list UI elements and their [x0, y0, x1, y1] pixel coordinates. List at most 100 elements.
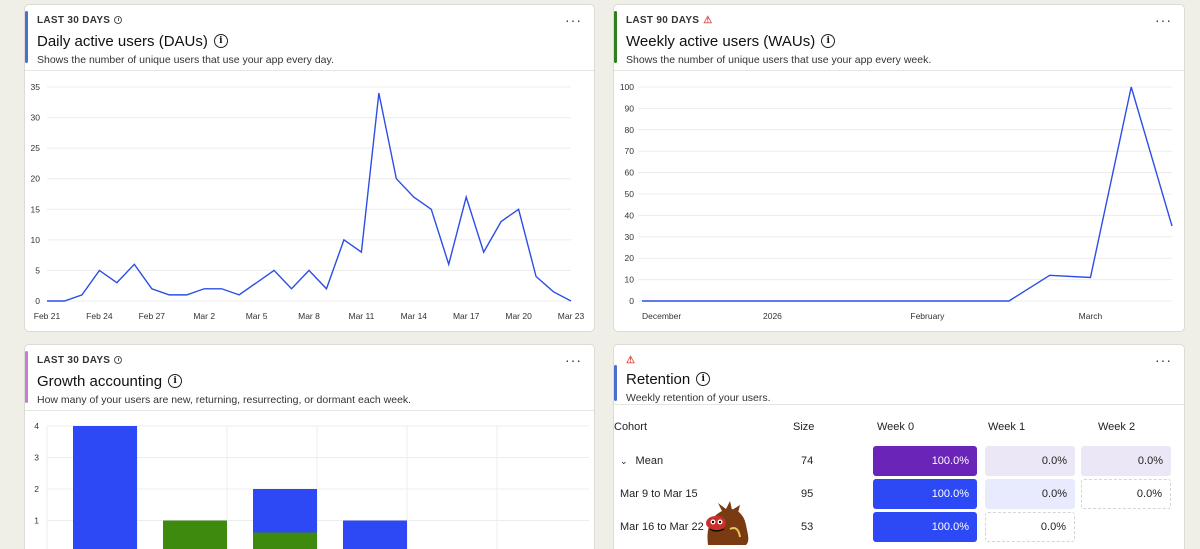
size-cell: 53	[801, 521, 814, 533]
week-1-cell: 0.0%	[985, 512, 1075, 542]
y-tick-label: 0	[629, 296, 634, 306]
y-tick-label: 0	[35, 296, 40, 306]
size-cell: 74	[801, 455, 814, 467]
y-tick-label: 0	[34, 547, 39, 549]
y-tick-label: 50	[625, 189, 635, 199]
wau-series-line	[642, 86, 1173, 302]
dau-card: LAST 30 DAYS Daily active users (DAUs) i …	[24, 4, 595, 332]
dau-title: Daily active users (DAUs) i	[37, 31, 582, 51]
y-tick-label: 20	[625, 253, 635, 263]
table-row[interactable]: Mar 16 to Mar 22 53 100.0% 0.0%	[614, 512, 1184, 542]
wau-description: Shows the number of unique users that us…	[626, 54, 932, 66]
y-tick-label: 80	[625, 125, 635, 135]
x-tick-label: Feb 21	[34, 311, 61, 321]
y-tick-label: 35	[31, 82, 41, 92]
y-tick-label: 1	[34, 516, 39, 526]
week-2-cell: 0.0%	[1081, 446, 1171, 476]
more-options-button[interactable]: ···	[565, 352, 582, 368]
dau-chart: 35 30 25 20 15 10 5 0 Feb 21 Feb 24 Feb 27 Mar 2 Mar…	[31, 82, 585, 321]
week-2-cell: 0.0%	[1081, 479, 1171, 509]
header-week-0: Week 0	[877, 421, 915, 433]
week-0-cell: 100.0%	[873, 446, 977, 476]
warning-icon: ⚠	[626, 354, 636, 366]
bar	[253, 489, 317, 533]
y-tick-label: 90	[625, 103, 635, 113]
y-tick-label: 5	[35, 265, 40, 275]
x-tick-label: Mar 2	[193, 311, 215, 321]
retention-header-row: Cohort Size Week 0 Week 1 Week 2	[614, 421, 1184, 435]
cohort-cell: Mar 16 to Mar 22	[620, 521, 704, 533]
y-tick-label: 100	[620, 82, 634, 92]
bar	[343, 520, 407, 549]
x-tick-label: 2026	[763, 311, 782, 321]
bar	[73, 426, 137, 549]
cohort-cell: Mar 9 to Mar 15	[620, 488, 698, 500]
dau-card-header: LAST 30 DAYS Daily active users (DAUs) i …	[25, 5, 594, 71]
hedgehog-mascot-icon	[706, 501, 749, 545]
x-tick-label: Mar 5	[246, 311, 268, 321]
dau-description: Shows the number of unique users that us…	[37, 54, 334, 66]
wau-card: LAST 90 DAYS ⚠ Weekly active users (WAUs)…	[613, 4, 1185, 332]
y-tick-label: 60	[625, 168, 635, 178]
chevron-down-icon[interactable]: ⌄	[620, 455, 628, 466]
week-0-cell: 100.0%	[873, 512, 977, 542]
growth-description: How many of your users are new, returnin…	[37, 394, 412, 406]
y-tick-label: 10	[625, 275, 635, 285]
retention-description: Weekly retention of your users.	[626, 392, 771, 404]
y-tick-label: 70	[625, 146, 635, 156]
table-row[interactable]: ⌄ Mean 74 100.0% 0.0% 0.0%	[614, 446, 1184, 476]
y-tick-label: 30	[31, 113, 41, 123]
more-options-button[interactable]: ···	[565, 12, 582, 28]
x-tick-label: December	[642, 311, 681, 321]
y-tick-label: 15	[31, 204, 41, 214]
x-tick-label: Feb 24	[86, 311, 113, 321]
y-tick-label: 25	[31, 143, 41, 153]
x-tick-label: Mar 20	[505, 311, 532, 321]
retention-eyebrow: ⚠	[626, 353, 1172, 367]
x-tick-label: February	[910, 311, 945, 321]
header-week-2: Week 2	[1098, 421, 1136, 433]
growth-title: Growth accounting i	[37, 371, 582, 391]
dau-accent-bar	[25, 11, 28, 63]
x-tick-label: March	[1079, 311, 1103, 321]
growth-card: LAST 30 DAYS Growth accounting i How many…	[24, 344, 595, 549]
y-tick-label: 30	[625, 232, 635, 242]
size-cell: 95	[801, 488, 814, 500]
header-week-1: Week 1	[988, 421, 1026, 433]
y-tick-label: 2	[34, 484, 39, 494]
y-tick-label: 4	[34, 421, 39, 431]
x-tick-label: Feb 27	[139, 311, 166, 321]
wau-title: Weekly active users (WAUs) i	[626, 31, 1172, 51]
info-icon[interactable]: i	[168, 374, 183, 388]
header-cohort: Cohort	[614, 421, 648, 433]
retention-card-header: ⚠ Retention i Weekly retention of your us…	[614, 345, 1184, 405]
retention-title: Retention i	[626, 369, 1172, 389]
dau-series-line	[47, 92, 572, 302]
week-0-cell: 100.0%	[873, 479, 977, 509]
x-tick-label: Mar 11	[348, 311, 374, 321]
retention-table: Cohort Size Week 0 Week 1 Week 2 ⌄ Mean 7…	[614, 405, 1184, 549]
clock-icon	[114, 16, 123, 24]
y-tick-label: 20	[31, 174, 41, 184]
growth-chart: 4 3 2 1 0	[34, 421, 589, 549]
dau-eyebrow: LAST 30 DAYS	[37, 13, 582, 27]
info-icon[interactable]: i	[696, 372, 711, 386]
header-size: Size	[793, 421, 815, 433]
retention-accent-bar	[614, 365, 617, 401]
y-tick-label: 3	[34, 453, 39, 463]
x-tick-label: Mar 14	[401, 311, 428, 321]
growth-accent-bar	[25, 351, 28, 403]
x-tick-label: Mar 23	[558, 311, 585, 321]
more-options-button[interactable]: ···	[1155, 12, 1172, 28]
clock-icon	[114, 356, 123, 364]
more-options-button[interactable]: ···	[1155, 352, 1172, 368]
info-icon[interactable]: i	[213, 34, 228, 48]
table-row[interactable]: Mar 9 to Mar 15 95 100.0% 0.0% 0.0%	[614, 479, 1184, 509]
x-tick-label: Mar 8	[298, 311, 320, 321]
info-icon[interactable]: i	[821, 34, 836, 48]
wau-accent-bar	[614, 11, 617, 63]
cohort-cell: ⌄ Mean	[620, 455, 664, 467]
y-tick-label: 10	[31, 235, 41, 245]
week-1-cell: 0.0%	[985, 446, 1075, 476]
